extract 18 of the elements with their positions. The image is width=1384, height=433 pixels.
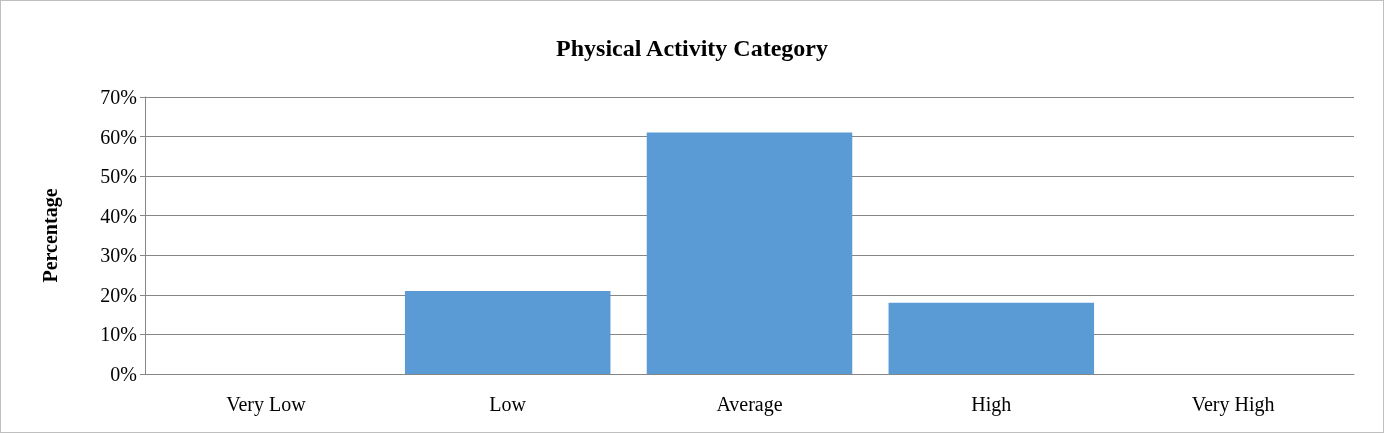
y-tick-label: 50% xyxy=(100,165,137,188)
bar xyxy=(888,302,1095,374)
y-tick-label: 0% xyxy=(110,363,137,385)
y-tick-label: 10% xyxy=(100,323,137,346)
y-axis-title: Percentage xyxy=(39,188,62,283)
y-tick-label: 40% xyxy=(100,204,137,227)
bar xyxy=(646,132,853,374)
x-tick-label: Very High xyxy=(1191,393,1275,416)
bar xyxy=(404,290,611,374)
y-tick-label: 70% xyxy=(100,86,137,108)
y-tick-label: 20% xyxy=(100,283,137,306)
chart-title: Physical Activity Category xyxy=(556,35,828,61)
x-tick-label: High xyxy=(971,393,1012,416)
y-tick-label: 30% xyxy=(100,244,137,267)
x-tick-label: Very Low xyxy=(226,393,307,416)
y-tick-label: 60% xyxy=(100,125,137,148)
x-tick-label: Low xyxy=(489,393,527,415)
x-tick-label: Average xyxy=(716,393,783,416)
